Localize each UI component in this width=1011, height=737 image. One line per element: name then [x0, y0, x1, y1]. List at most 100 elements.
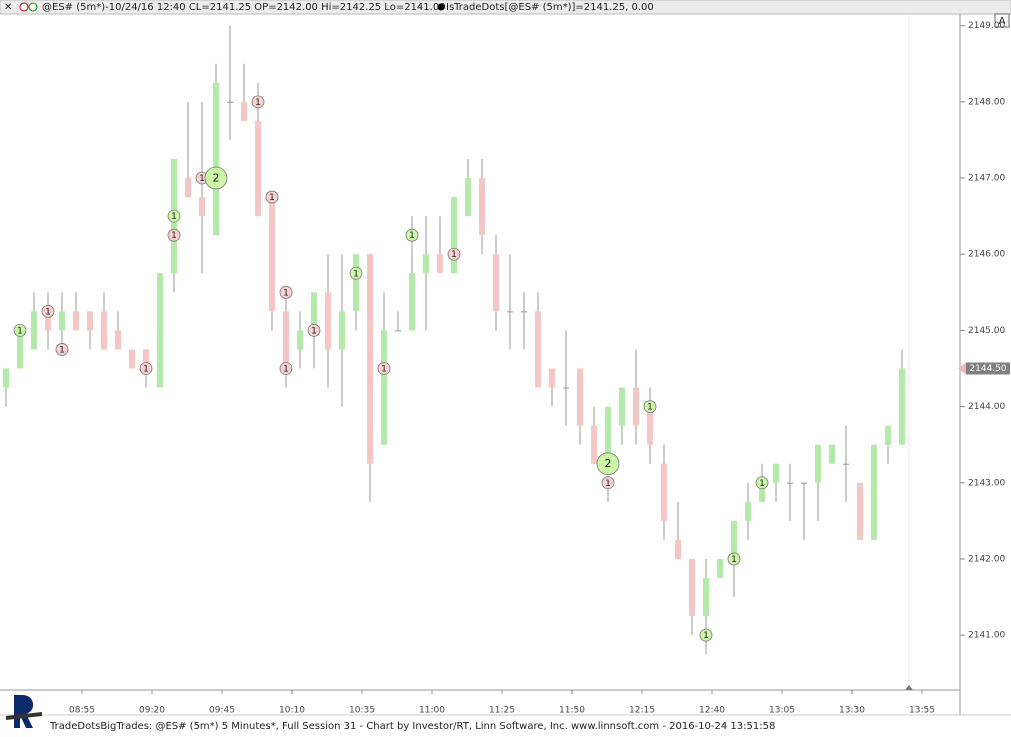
trade-dot: [349, 266, 363, 280]
candle-body: [703, 578, 709, 617]
indicator-text: IsTradeDots[@ES# (5m*)]=2141.25, 0.00: [446, 2, 654, 13]
trade-dot: [596, 452, 620, 476]
candle-body: [857, 482, 863, 540]
candle-body: [213, 82, 219, 236]
candle-body: [395, 330, 401, 332]
trade-dot-label: 1: [283, 364, 289, 374]
trade-dot-label: 1: [381, 364, 387, 374]
x-tick-label: 09:45: [209, 706, 235, 716]
candle-body: [339, 311, 345, 350]
trade-dot: [601, 476, 615, 490]
trade-dot-label: 2: [605, 457, 612, 470]
candle-body: [297, 330, 303, 350]
trade-dot: [643, 400, 657, 413]
x-tick-label: 10:10: [279, 706, 305, 716]
trade-dot-label: 1: [199, 174, 205, 184]
last-price-label: 2144.50: [969, 364, 1006, 374]
trade-dot: [204, 166, 228, 190]
candle-body: [87, 311, 93, 331]
trade-dot-label: 1: [605, 479, 611, 489]
candle-body: [241, 101, 247, 121]
candle-body: [325, 292, 331, 350]
trade-dot-label: 1: [353, 269, 359, 279]
y-tick-label: 2146.00: [968, 250, 1005, 260]
trade-dot: [447, 247, 461, 261]
candle-body: [577, 368, 583, 426]
candle-body: [689, 558, 695, 617]
x-tick-label: 13:30: [839, 706, 865, 716]
candle-body: [479, 178, 485, 236]
candle-body: [661, 463, 667, 521]
y-tick-label: 2149.00: [968, 21, 1005, 31]
candle-body: [255, 120, 261, 217]
trade-dot: [755, 476, 769, 490]
trade-dot-label: 1: [255, 98, 261, 108]
trade-dot-label: 1: [731, 555, 737, 565]
trade-dot: [307, 324, 321, 337]
candle-body: [675, 539, 681, 559]
x-tick-label: 10:35: [349, 706, 375, 716]
trade-dot-label: 1: [171, 231, 177, 241]
candle-body: [871, 444, 877, 540]
close-icon[interactable]: ✕: [4, 2, 12, 13]
cursor-marker: [905, 685, 913, 690]
corner-button[interactable]: [994, 13, 1010, 28]
candle-body: [353, 254, 359, 312]
x-tick-label: 12:15: [629, 706, 655, 716]
candle-body: [899, 368, 905, 445]
x-tick-label: 13:05: [769, 706, 795, 716]
trade-dot-label: 1: [45, 307, 51, 317]
candle-body: [745, 501, 751, 521]
x-tick-label: 08:55: [69, 706, 95, 716]
indicator-icon: [437, 3, 445, 11]
trade-dot: [377, 362, 391, 375]
candle-body: [115, 330, 121, 350]
candle-body: [157, 273, 163, 388]
candle-body: [199, 197, 205, 217]
x-tick-label: 11:00: [419, 706, 445, 716]
candle-body: [801, 482, 807, 484]
y-tick-label: 2148.00: [968, 97, 1005, 107]
candle-body: [787, 482, 793, 484]
candle-body: [451, 197, 457, 274]
y-tick-label: 2141.00: [968, 631, 1005, 641]
trade-dot-label: 1: [311, 326, 317, 336]
logo: [6, 695, 42, 728]
y-tick-label: 2147.00: [968, 174, 1005, 184]
x-tick-label: 12:40: [699, 706, 725, 716]
candle-body: [493, 254, 499, 312]
candle-body: [423, 254, 429, 274]
candle-body: [731, 520, 737, 559]
x-tick-label: 11:25: [489, 706, 515, 716]
trade-dot: [167, 209, 181, 223]
candle-body: [633, 387, 639, 426]
trade-dot-label: 1: [647, 403, 653, 413]
trade-dot: [265, 190, 279, 204]
candle-body: [45, 311, 51, 331]
last-price-badge: [966, 362, 1010, 375]
toggle-icon[interactable]: [28, 2, 38, 12]
trade-dot: [55, 343, 69, 356]
trade-dot-label: 1: [17, 326, 23, 336]
trade-dot: [139, 362, 153, 375]
trade-dot-label: 1: [703, 631, 709, 641]
candle-body: [437, 254, 443, 274]
y-tick-label: 2145.00: [968, 326, 1005, 336]
trade-dot-label: 1: [409, 231, 415, 241]
toggle-icon[interactable]: [19, 2, 29, 12]
candle-body: [73, 311, 79, 331]
candle-body: [283, 311, 289, 369]
corner-button-label[interactable]: A: [999, 16, 1006, 27]
x-tick-label: 09:20: [139, 706, 165, 716]
candle-body: [59, 311, 65, 331]
candle-body: [647, 406, 653, 445]
candle-body: [31, 311, 37, 350]
trade-dot-label: 1: [759, 479, 765, 489]
trade-dot-label: 1: [283, 288, 289, 298]
x-tick-label: 13:55: [909, 706, 935, 716]
chart-title: @ES# (5m*)-10/24/16 12:40 CL=2141.25 OP=…: [42, 2, 446, 13]
candle-body: [227, 101, 233, 103]
candle-body: [563, 387, 569, 389]
candle-body: [843, 463, 849, 465]
